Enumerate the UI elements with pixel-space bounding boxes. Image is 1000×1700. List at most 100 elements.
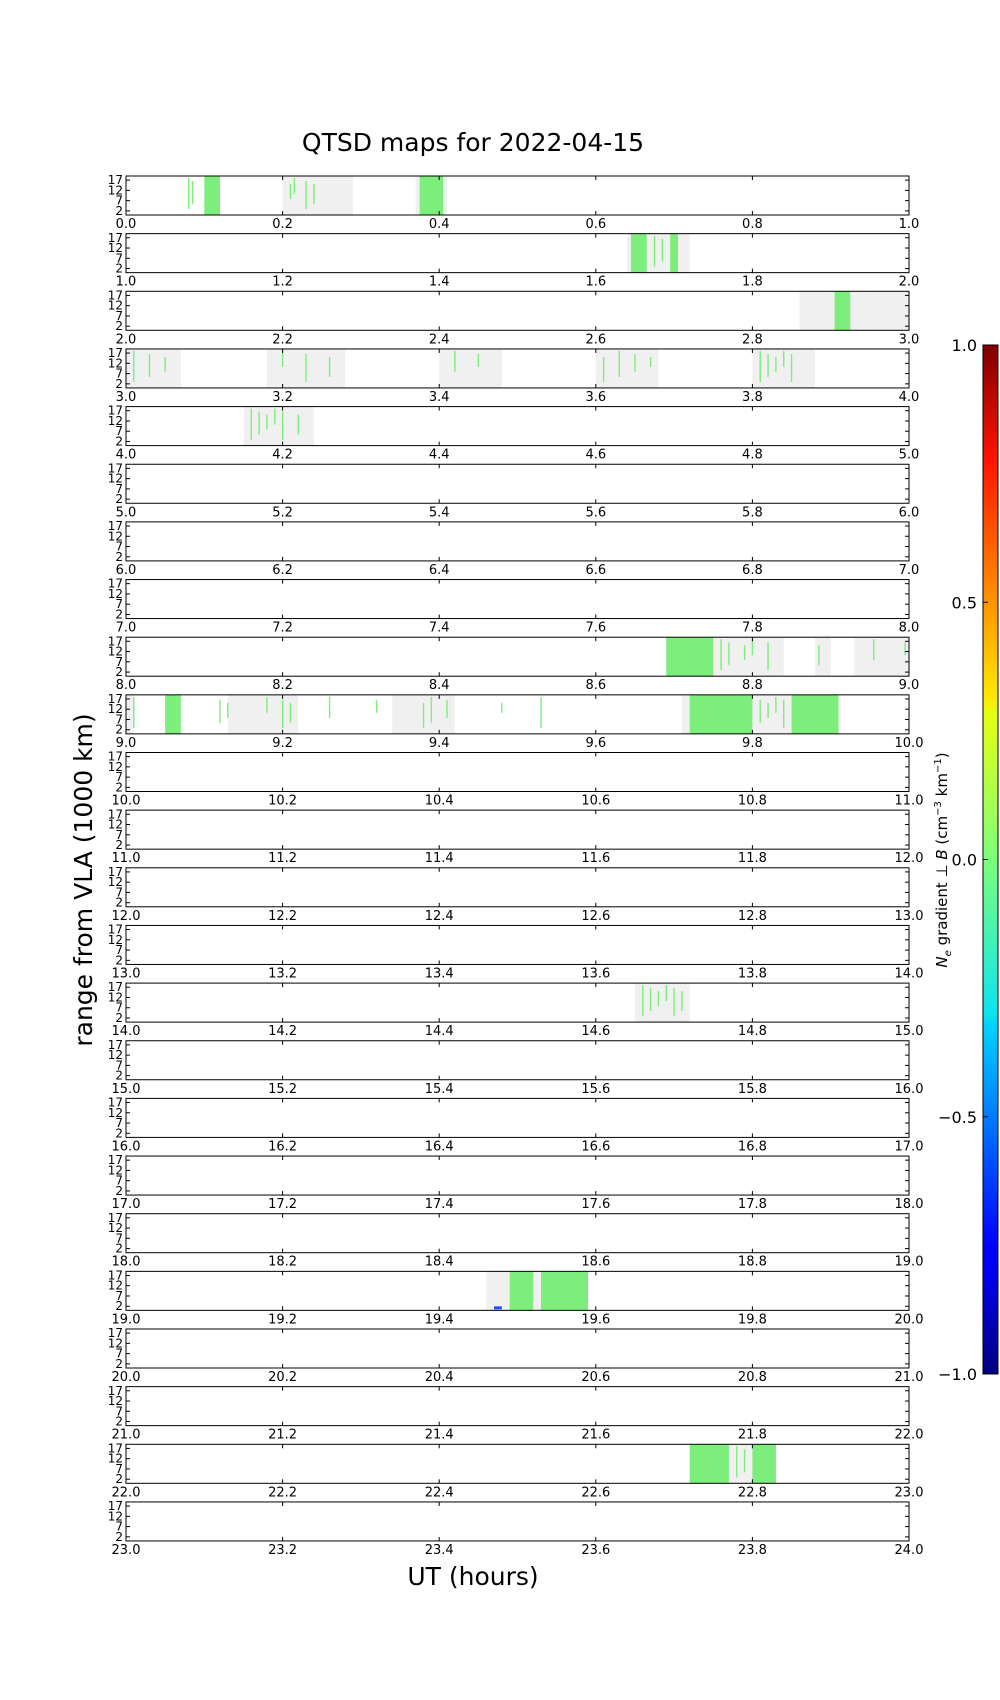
x-tick-label: 10.6 [581, 794, 610, 809]
y-tick-label: 12 [108, 1394, 123, 1408]
x-tick-label: 22.0 [895, 1428, 924, 1443]
x-tick-label: 12.0 [895, 851, 924, 866]
y-tick-label: 12 [108, 414, 123, 428]
x-tick-label: 18.4 [425, 1255, 454, 1270]
gradient-region [509, 1271, 534, 1311]
y-tick-label: 2 [115, 319, 123, 333]
y-tick-label: 17 [108, 231, 123, 245]
panel-frame [125, 1443, 910, 1484]
x-tick-label: 20.4 [425, 1370, 454, 1385]
y-tick-label: 2 [115, 262, 123, 276]
panel-frame [125, 694, 910, 735]
colorbar-tick-label: 0.0 [952, 851, 977, 870]
x-tick-label: 14.0 [112, 1024, 141, 1039]
y-tick-label: 7 [115, 1462, 123, 1476]
y-tick-label: 17 [108, 1326, 123, 1340]
colorbar-tick-label: 1.0 [952, 336, 977, 355]
panel-frame [125, 752, 910, 792]
x-tick-label: 2.4 [429, 332, 450, 347]
y-tick-label: 17 [108, 461, 123, 475]
x-tick-label: 11.6 [581, 851, 610, 866]
y-tick-label: 7 [115, 770, 123, 784]
panel-frame [125, 636, 910, 677]
x-tick-label: 4.4 [429, 448, 450, 463]
colorbar-label-units-mid: km [933, 773, 951, 801]
x-tick-label: 7.0 [899, 563, 920, 578]
y-tick-label: 17 [108, 1499, 123, 1513]
x-tick-label: 5.2 [272, 505, 293, 520]
x-tick-label: 5.4 [429, 505, 450, 520]
y-tick-label: 2 [115, 1357, 123, 1371]
y-tick-label: 7 [115, 482, 123, 496]
y-tick-label: 17 [108, 288, 123, 302]
x-tick-label: 10.4 [425, 794, 454, 809]
y-tick-label: 17 [108, 634, 123, 648]
y-tick-label: 2 [115, 723, 123, 737]
x-tick-label: 20.2 [268, 1370, 297, 1385]
y-tick-label: 17 [108, 173, 123, 187]
y-tick-label: 2 [115, 665, 123, 679]
x-tick-label: 9.0 [899, 678, 920, 693]
y-tick-label: 17 [108, 865, 123, 879]
y-tick-label: 2 [115, 1069, 123, 1083]
x-tick-label: 0.8 [742, 217, 763, 232]
y-tick-label: 12 [108, 875, 123, 889]
y-tick-label: 12 [108, 241, 123, 255]
y-tick-label: 12 [108, 1509, 123, 1523]
x-tick-label: 10.0 [112, 794, 141, 809]
x-tick-label: 1.0 [116, 275, 137, 290]
x-tick-label: 13.2 [268, 966, 297, 981]
coverage-region [634, 983, 690, 1023]
y-axis-label: range from VLA (1000 km) [69, 713, 98, 1046]
y-tick-label: 17 [108, 1268, 123, 1282]
x-tick-label: 4.0 [899, 390, 920, 405]
x-tick-label: 14.4 [425, 1024, 454, 1039]
y-tick-label: 12 [108, 760, 123, 774]
x-tick-label: 19.6 [581, 1312, 610, 1327]
x-tick-label: 1.2 [272, 275, 293, 290]
x-tick-label: 16.0 [895, 1082, 924, 1097]
x-tick-label: 8.8 [742, 678, 763, 693]
panel-frame [125, 579, 910, 620]
coverage-region [227, 694, 299, 734]
y-tick-label: 2 [115, 1415, 123, 1429]
y-tick-label: 7 [115, 1001, 123, 1015]
x-tick-label: 2.8 [742, 332, 763, 347]
coverage-region [815, 637, 831, 677]
x-tick-label: 23.6 [581, 1543, 610, 1558]
gradient-region [165, 694, 181, 734]
y-tick-label: 7 [115, 828, 123, 842]
coverage-region [799, 291, 909, 331]
y-tick-label: 17 [108, 1096, 123, 1110]
y-tick-label: 7 [115, 712, 123, 726]
y-tick-label: 7 [115, 1289, 123, 1303]
gradient-region [752, 1444, 776, 1484]
y-tick-label: 2 [115, 1530, 123, 1544]
y-tick-label: 2 [115, 838, 123, 852]
x-tick-label: 21.8 [738, 1428, 767, 1443]
x-tick-label: 10.8 [738, 794, 767, 809]
panel-frame [125, 1155, 910, 1196]
x-tick-label: 1.0 [899, 217, 920, 232]
x-tick-label: 23.4 [425, 1543, 454, 1558]
gradient-region [666, 637, 714, 677]
x-tick-label: 17.4 [425, 1197, 454, 1212]
x-tick-label: 3.8 [742, 390, 763, 405]
y-tick-label: 2 [115, 896, 123, 910]
y-tick-label: 17 [108, 692, 123, 706]
x-tick-label: 10.2 [268, 794, 297, 809]
x-tick-label: 21.6 [581, 1428, 610, 1443]
x-tick-label: 4.0 [116, 448, 137, 463]
y-tick-label: 17 [108, 1384, 123, 1398]
panel-frame [125, 463, 910, 504]
